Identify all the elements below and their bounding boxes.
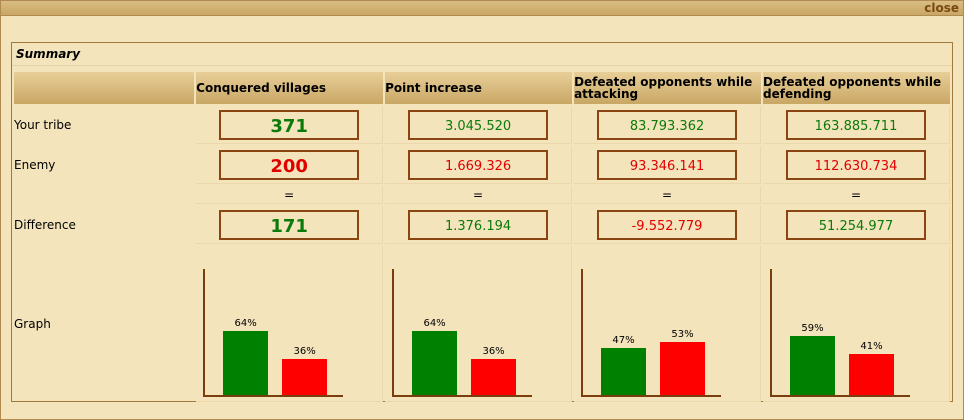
equals-sign: = xyxy=(763,186,950,204)
bar-graph: 47% 53% xyxy=(577,249,757,399)
enemy-point-increase: 1.669.326 xyxy=(408,149,549,180)
graph-y-axis xyxy=(203,268,206,397)
difference-point-increase: 1.376.194 xyxy=(408,209,549,240)
row-your-tribe: Your tribe 371 3.045.520 83.793.362 163.… xyxy=(14,106,950,144)
bar-graph: 59% 41% xyxy=(766,249,946,399)
summary-panel: Summary Conquered villages Point increas… xyxy=(11,42,953,402)
window-topbar: close xyxy=(1,1,963,16)
bar-graph: 64% 36% xyxy=(199,249,379,399)
your-tribe-defeated-attacking: 83.793.362 xyxy=(597,109,738,140)
bar-graph: 64% 36% xyxy=(388,249,568,399)
difference-defeated-attacking: -9.552.779 xyxy=(597,209,738,240)
header-row: Conquered villages Point increase Defeat… xyxy=(14,72,950,104)
bar-enemy xyxy=(849,353,894,395)
graph-x-axis xyxy=(581,394,722,397)
bar-your-tribe xyxy=(601,347,647,395)
bar-label-your-tribe: 59% xyxy=(801,322,824,334)
graph-cell: 64% 36% xyxy=(196,246,384,402)
bar-label-your-tribe: 47% xyxy=(612,334,635,346)
row-graph: Graph 64% 36% 64% 36% 47% 53% 59% 41% xyxy=(14,246,950,402)
bar-label-your-tribe: 64% xyxy=(423,317,446,329)
row-label-equals xyxy=(14,186,194,204)
row-label-enemy: Enemy xyxy=(14,158,56,172)
enemy-defeated-attacking: 93.346.141 xyxy=(597,149,738,180)
header-empty xyxy=(14,72,195,104)
row-label-your-tribe: Your tribe xyxy=(14,118,72,132)
graph-x-axis xyxy=(770,394,910,397)
bar-label-your-tribe: 64% xyxy=(234,317,257,329)
bar-label-enemy: 53% xyxy=(671,328,694,340)
bar-label-enemy: 41% xyxy=(860,340,883,352)
row-label-difference: Difference xyxy=(14,218,76,232)
bar-label-enemy: 36% xyxy=(293,345,316,357)
summary-title: Summary xyxy=(12,43,952,66)
graph-y-axis xyxy=(392,268,395,397)
enemy-conquered-villages: 200 xyxy=(219,149,360,180)
row-equals: = = = = xyxy=(14,186,950,204)
bar-your-tribe xyxy=(412,330,458,395)
enemy-defeated-defending: 112.630.734 xyxy=(786,149,926,180)
header-point-increase: Point increase xyxy=(385,72,573,104)
equals-sign: = xyxy=(385,186,573,204)
difference-defeated-defending: 51.254.977 xyxy=(786,209,926,240)
header-conquered-villages: Conquered villages xyxy=(196,72,384,104)
bar-your-tribe xyxy=(223,330,269,395)
row-enemy: Enemy 200 1.669.326 93.346.141 112.630.7… xyxy=(14,146,950,184)
graph-x-axis xyxy=(392,394,533,397)
row-label-graph: Graph xyxy=(14,317,51,331)
close-button[interactable]: close xyxy=(924,1,959,15)
your-tribe-conquered-villages: 371 xyxy=(219,109,360,140)
bar-enemy xyxy=(282,358,328,395)
summary-table: Conquered villages Point increase Defeat… xyxy=(12,70,952,404)
bar-enemy xyxy=(660,341,706,395)
graph-x-axis xyxy=(203,394,344,397)
your-tribe-point-increase: 3.045.520 xyxy=(408,109,549,140)
graph-y-axis xyxy=(581,268,584,397)
graph-cell: 47% 53% xyxy=(574,246,762,402)
difference-conquered-villages: 171 xyxy=(219,209,360,240)
header-defeated-defending: Defeated opponents while defending xyxy=(763,72,950,104)
bar-enemy xyxy=(471,358,517,395)
equals-sign: = xyxy=(574,186,762,204)
graph-cell: 64% 36% xyxy=(385,246,573,402)
bar-your-tribe xyxy=(790,335,835,395)
your-tribe-defeated-defending: 163.885.711 xyxy=(786,109,926,140)
header-defeated-attacking: Defeated opponents while attacking xyxy=(574,72,762,104)
equals-sign: = xyxy=(196,186,384,204)
bar-label-enemy: 36% xyxy=(482,345,505,357)
graph-y-axis xyxy=(770,268,772,397)
row-difference: Difference 171 1.376.194 -9.552.779 51.2… xyxy=(14,206,950,244)
graph-cell: 59% 41% xyxy=(763,246,950,402)
